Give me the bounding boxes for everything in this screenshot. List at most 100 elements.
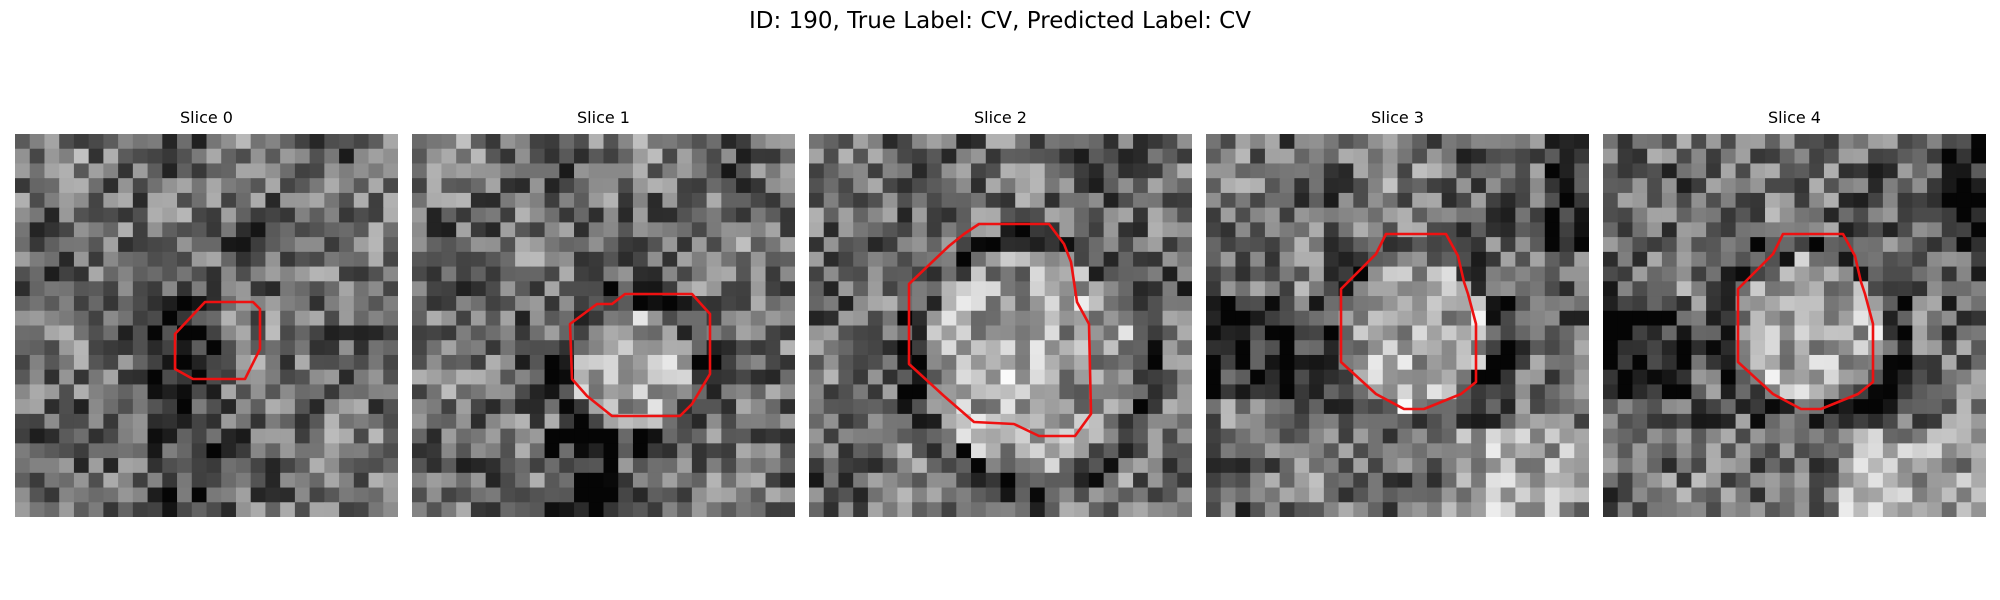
- slice-pixel: [780, 237, 795, 253]
- slice-pixel: [1559, 458, 1575, 474]
- slice-pixel: [809, 384, 825, 400]
- slice-pixel: [1838, 134, 1855, 150]
- slice-pixel: [1412, 296, 1428, 312]
- slice-pixel: [1897, 413, 1913, 430]
- slice-pixel: [838, 310, 854, 327]
- slice-pixel: [985, 222, 1002, 238]
- slice-pixel: [588, 148, 605, 165]
- slice-pixel: [515, 163, 531, 179]
- slice-pixel: [647, 134, 664, 150]
- slice-pixel: [1250, 399, 1266, 415]
- slice-pixel: [280, 325, 296, 341]
- slice-pixel: [838, 458, 854, 474]
- slice-pixel: [470, 148, 487, 165]
- slice-pixel: [103, 192, 119, 209]
- slice-pixel: [162, 487, 178, 503]
- slice-pixel: [1853, 487, 1869, 503]
- slice-pixel: [1147, 207, 1164, 223]
- slice-pixel: [1294, 502, 1310, 517]
- slice-pixel: [721, 443, 737, 459]
- slice-pixel: [265, 384, 281, 400]
- slice-pixel: [971, 134, 987, 150]
- slice-pixel: [897, 192, 913, 209]
- slice-pixel: [1206, 354, 1222, 371]
- slice-pixel: [1823, 266, 1840, 282]
- slice-pixel: [206, 354, 222, 371]
- slice-pixel: [1515, 472, 1531, 489]
- slice-pixel: [1147, 428, 1164, 444]
- slice-pixel: [132, 163, 149, 179]
- slice-pixel: [780, 399, 795, 415]
- slice-pixel: [412, 458, 428, 474]
- slice-pixel: [426, 502, 443, 517]
- slice-pixel: [1779, 148, 1796, 165]
- slice-pixel: [1397, 148, 1413, 165]
- slice-pixel: [147, 443, 163, 459]
- slice-pixel: [838, 251, 854, 268]
- slice-pixel: [1103, 207, 1119, 223]
- slice-pixel: [470, 163, 487, 179]
- slice-pixel: [1794, 354, 1810, 371]
- slice-pixel: [691, 178, 708, 194]
- slice-pixel: [1735, 192, 1751, 209]
- slice-pixel: [1456, 443, 1472, 459]
- slice-pixel: [529, 428, 546, 444]
- slice-pixel: [339, 237, 355, 253]
- slice-pixel: [632, 222, 649, 238]
- slice-pixel: [235, 163, 252, 179]
- slice-pixel: [941, 428, 957, 444]
- slice-pixel: [529, 178, 546, 194]
- slice-pixel: [59, 325, 75, 341]
- slice-pixel: [1309, 443, 1325, 459]
- slice-pixel: [1353, 428, 1369, 444]
- slice-pixel: [1544, 251, 1561, 268]
- slice-pixel: [677, 502, 693, 517]
- slice-pixel: [780, 340, 795, 356]
- slice-pixel: [118, 251, 134, 268]
- slice-pixel: [265, 354, 281, 371]
- slice-pixel: [103, 487, 119, 503]
- slice-pixel: [500, 340, 516, 356]
- slice-pixel: [353, 281, 370, 297]
- slice-pixel: [1162, 310, 1178, 327]
- slice-pixel: [1927, 413, 1943, 430]
- slice-pixel: [73, 384, 90, 400]
- slice-pixel: [1632, 472, 1648, 489]
- slice-pixel: [1133, 354, 1149, 371]
- slice-pixel: [383, 222, 398, 238]
- slice-pixel: [206, 148, 222, 165]
- slice-pixel: [956, 428, 972, 444]
- slice-pixel: [1794, 192, 1810, 209]
- slice-pixel: [1765, 413, 1781, 430]
- slice-pixel: [1706, 443, 1722, 459]
- slice-pixel: [44, 281, 60, 297]
- slice-pixel: [147, 163, 163, 179]
- slice-pixel: [1838, 192, 1855, 209]
- slice-pixel: [1661, 207, 1678, 223]
- slice-pixel: [88, 192, 104, 209]
- slice-pixel: [206, 472, 222, 489]
- slice-pixel: [1779, 340, 1796, 356]
- slice-pixel: [971, 487, 987, 503]
- slice-pixel: [574, 163, 590, 179]
- slice-pixel: [1368, 472, 1384, 489]
- slice-pixel: [1162, 207, 1178, 223]
- slice-pixel: [809, 310, 825, 327]
- slice-pixel: [1353, 384, 1369, 400]
- slice-pixel: [132, 310, 149, 327]
- slice-pixel: [1412, 443, 1428, 459]
- slice-pixel: [662, 428, 678, 444]
- slice-pixel: [1720, 458, 1737, 474]
- slice-pixel: [677, 296, 693, 312]
- slice-pixel: [1956, 207, 1972, 223]
- slice-pixel: [1103, 148, 1119, 165]
- slice-pixel: [1853, 413, 1869, 430]
- slice-pixel: [73, 472, 90, 489]
- slice-pixel: [1294, 207, 1310, 223]
- slice-pixel: [339, 163, 355, 179]
- slice-pixel: [1765, 310, 1781, 327]
- slice-pixel: [985, 325, 1002, 341]
- slice-pixel: [73, 413, 90, 430]
- slice-pixel: [1544, 237, 1561, 253]
- slice-pixel: [500, 237, 516, 253]
